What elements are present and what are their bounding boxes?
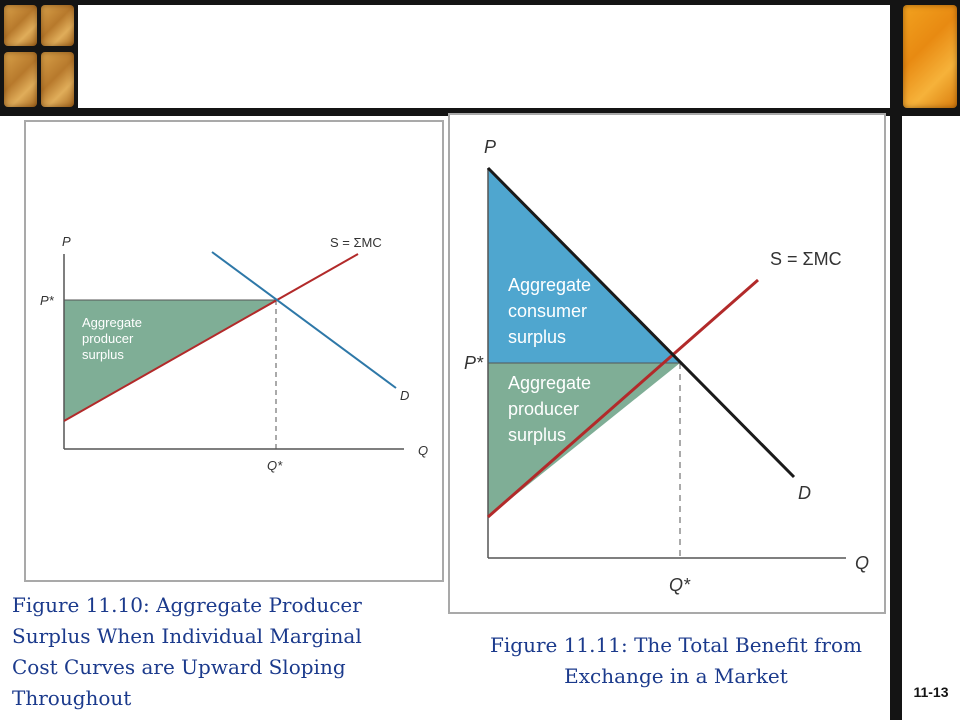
decor-tile [4, 52, 37, 107]
axis-p-label: P [484, 137, 496, 157]
figure-left-panel: P Q P* Q* S = ΣMC D Aggregate producer s… [24, 120, 444, 582]
supply-curve [63, 253, 359, 422]
consumer-surplus-line: surplus [508, 327, 566, 347]
title-area [78, 5, 890, 108]
producer-surplus-label: Aggregate producer surplus [82, 315, 146, 362]
decor-tile [4, 5, 37, 46]
figure-right-diagram: P Q P* Q* S = ΣMC D Aggregate consumer s… [464, 137, 869, 595]
producer-surplus-line: surplus [508, 425, 566, 445]
demand-label: D [400, 388, 409, 403]
decor-tile [41, 5, 74, 46]
figure-left-diagram: P Q P* Q* S = ΣMC D Aggregate producer s… [40, 234, 428, 473]
q-star-label: Q* [267, 458, 283, 473]
axis-p-label: P [62, 234, 71, 249]
producer-surplus-label: Aggregate producer surplus [508, 373, 596, 445]
supply-curve [487, 278, 759, 519]
decor-tile [903, 5, 957, 108]
figure-right-panel: P Q P* Q* S = ΣMC D Aggregate consumer s… [448, 113, 886, 614]
producer-surplus-line: Aggregate [82, 315, 142, 330]
p-star-label: P* [40, 293, 55, 308]
caption-line: Exchange in a Market [564, 664, 788, 688]
producer-surplus-line: producer [82, 331, 134, 346]
consumer-surplus-line: consumer [508, 301, 587, 321]
producer-surplus-line: producer [508, 399, 579, 419]
demand-label: D [798, 483, 811, 503]
caption-line: Figure 11.11: The Total Benefit from [490, 633, 862, 657]
supply-label: S = ΣMC [770, 249, 842, 269]
axis-q-label: Q [855, 553, 869, 573]
q-star-label: Q* [669, 575, 691, 595]
right-divider-bar [890, 108, 902, 720]
demand-curve [211, 251, 397, 389]
slide-number: 11-13 [913, 684, 949, 700]
figure-left-caption: Figure 11.10: Aggregate Producer Surplus… [12, 593, 362, 710]
p-star-label: P* [464, 353, 484, 373]
supply-label: S = ΣMC [330, 235, 382, 250]
producer-surplus-line: surplus [82, 347, 124, 362]
figure-right-caption: Figure 11.11: The Total Benefit from Exc… [466, 630, 886, 692]
demand-curve [486, 166, 796, 479]
consumer-surplus-line: Aggregate [508, 275, 591, 295]
decor-tile [41, 52, 74, 107]
axis-q-label: Q [418, 443, 428, 458]
producer-surplus-area [488, 363, 680, 517]
consumer-surplus-label: Aggregate consumer surplus [508, 275, 596, 347]
producer-surplus-line: Aggregate [508, 373, 591, 393]
